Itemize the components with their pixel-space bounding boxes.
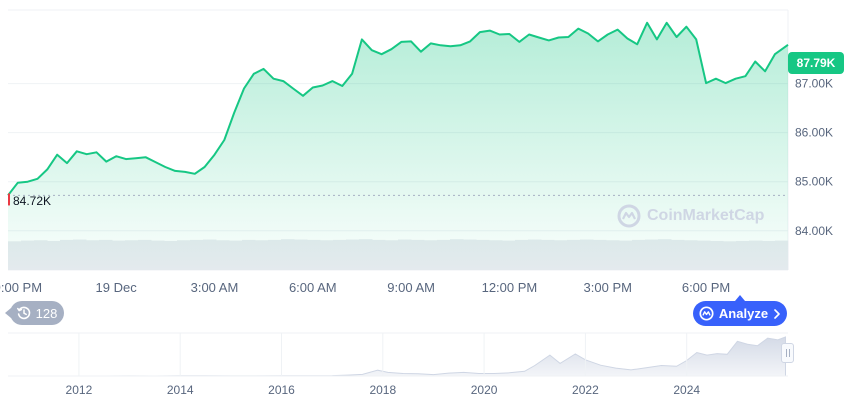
navigator-tick-label: 2012 (66, 383, 93, 397)
y-tick-label: 86.00K (795, 126, 833, 140)
watermark: CoinMarketCap (617, 204, 764, 228)
history-clock-icon (16, 306, 30, 320)
y-tick-label: 87.00K (795, 77, 833, 91)
coinmarketcap-logo-icon (617, 204, 641, 228)
navigator-tick-label: 2018 (369, 383, 396, 397)
navigator-handle[interactable] (781, 343, 794, 363)
y-tick-label: 84.00K (795, 224, 833, 238)
analyze-button[interactable]: Analyze (693, 295, 787, 326)
analyze-logo-icon (699, 306, 714, 321)
navigator-axis: 2012 2014 2016 2018 2020 2022 2024 (66, 383, 701, 397)
x-tick-label: 3:00 PM (584, 280, 632, 295)
x-tick-label: 6:00 AM (289, 280, 337, 295)
x-tick-label: 12:00 PM (482, 280, 538, 295)
history-count: 128 (35, 305, 58, 321)
navigator-tick-label: 2014 (167, 383, 194, 397)
navigator-tick-label: 2016 (268, 383, 295, 397)
y-axis: 84.00K 85.00K 86.00K 87.00K (795, 77, 833, 238)
x-tick-label: 3:00 AM (191, 280, 239, 295)
navigator-tick-label: 2024 (673, 383, 700, 397)
x-tick-label: 9:00 AM (387, 280, 435, 295)
analyze-label: Analyze (718, 306, 769, 321)
navigator-tick-label: 2022 (572, 383, 599, 397)
x-tick-label: 6:00 PM (682, 280, 730, 295)
watermark-text: CoinMarketCap (647, 207, 765, 224)
y-tick-label: 85.00K (795, 175, 833, 189)
x-tick-label: 19 Dec (96, 280, 138, 295)
history-button[interactable]: 128 (5, 301, 64, 325)
chevron-right-icon (774, 308, 780, 319)
price-line (7, 21, 789, 197)
open-price-label: 84.72K (13, 194, 52, 208)
price-area (8, 22, 788, 270)
x-tick-label: 9:00 PM (0, 280, 42, 295)
navigator-area (8, 336, 786, 377)
current-price-badge: 87.79K (788, 52, 844, 74)
navigator-tick-label: 2020 (471, 383, 498, 397)
x-axis: 9:00 PM 19 Dec 3:00 AM 6:00 AM 9:00 AM 12:00 … (0, 280, 730, 295)
range-navigator[interactable] (8, 332, 788, 377)
